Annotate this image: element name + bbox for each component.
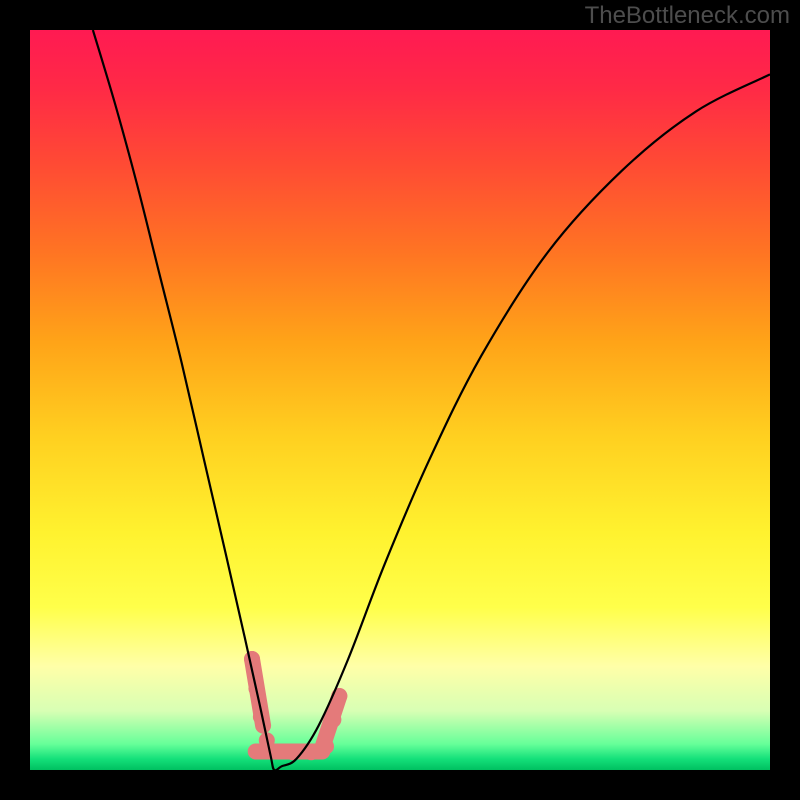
watermark-text: TheBottleneck.com xyxy=(585,2,790,30)
chart-frame: TheBottleneck.com xyxy=(0,0,800,800)
bottleneck-curve-chart xyxy=(0,0,800,800)
chart-background-gradient xyxy=(30,30,770,770)
